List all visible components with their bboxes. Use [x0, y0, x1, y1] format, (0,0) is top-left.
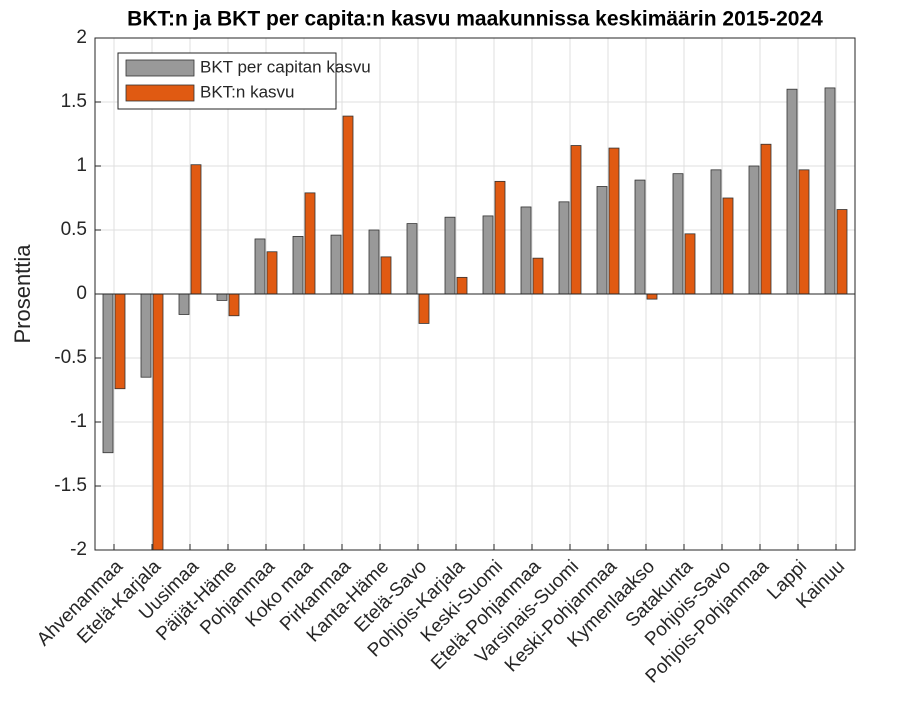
bar: [494, 180, 506, 295]
bar: [190, 164, 202, 295]
bar: [710, 169, 722, 295]
bar: [178, 293, 190, 315]
bar: [684, 233, 696, 295]
bar: [596, 186, 608, 295]
y-tick-label: -1.5: [54, 475, 87, 496]
bar: [292, 235, 304, 295]
legend-swatch: [125, 59, 195, 77]
legend-label: BKT per capitan kasvu: [200, 57, 371, 76]
bar: [634, 179, 646, 295]
legend-label: BKT:n kasvu: [200, 82, 295, 101]
bar: [646, 293, 658, 300]
bar: [266, 251, 278, 295]
bar: [254, 238, 266, 295]
bar: [418, 293, 430, 324]
bar: [140, 293, 152, 378]
y-tick-label: 0.5: [61, 219, 87, 240]
bar: [748, 165, 760, 295]
bar: [786, 88, 798, 295]
bar: [406, 223, 418, 295]
bar: [342, 115, 354, 295]
bar: [304, 192, 316, 295]
bar: [532, 257, 544, 295]
bar: [520, 206, 532, 295]
bar: [330, 234, 342, 295]
bar: [152, 293, 164, 550]
y-tick-label: 1: [76, 155, 87, 176]
y-tick-label: 2: [76, 27, 87, 48]
bar: [482, 215, 494, 295]
bar: [114, 293, 126, 390]
bar: [444, 216, 456, 295]
bar: [216, 293, 228, 301]
y-tick-label: -1: [70, 411, 87, 432]
bar: [102, 293, 114, 454]
bar: [722, 197, 734, 295]
legend-swatch: [125, 84, 195, 102]
bar: [456, 276, 468, 295]
bar: [558, 201, 570, 295]
bar: [570, 145, 582, 295]
bar: [824, 87, 836, 295]
y-tick-label: 1.5: [61, 91, 87, 112]
y-tick-label: 0: [76, 283, 87, 304]
y-tick-label: -2: [70, 539, 87, 560]
bar: [836, 209, 848, 295]
bar: [368, 229, 380, 295]
bar: [228, 293, 240, 317]
y-tick-label: -0.5: [54, 347, 87, 368]
bar: [380, 256, 392, 295]
chart-title: BKT:n ja BKT per capita:n kasvu maakunni…: [127, 8, 823, 31]
bar: [608, 147, 620, 295]
y-axis-label: Prosenttia: [10, 244, 35, 344]
bar: [798, 169, 810, 295]
bar: [672, 173, 684, 295]
bar: [760, 143, 772, 295]
